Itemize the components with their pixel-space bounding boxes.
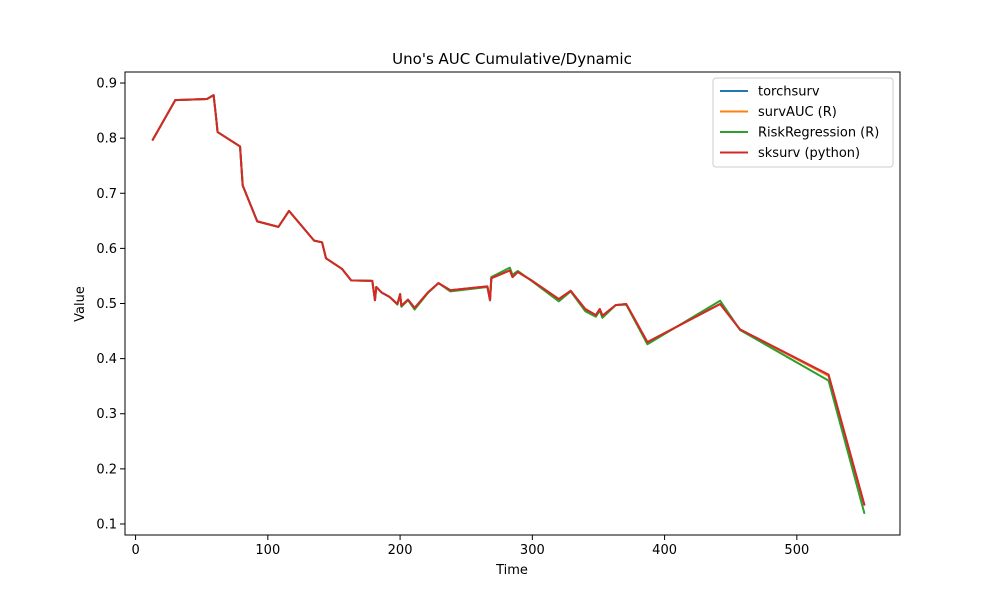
y-tick-label: 0.8	[96, 132, 117, 147]
x-tick-label: 500	[784, 543, 809, 558]
y-axis-ticks: 0.1 0.2 0.3 0.4 0.5 0.6 0.7 0.8 0.9	[96, 77, 125, 532]
legend-label: survAUC (R)	[758, 105, 837, 120]
y-tick-label: 0.1	[96, 517, 117, 532]
x-tick-label: 400	[652, 543, 677, 558]
legend-label: torchsurv	[758, 85, 820, 100]
plot-area-frame	[124, 71, 901, 536]
series-line-sksurv-python	[151, 94, 866, 506]
x-axis-label: Time	[495, 563, 528, 578]
legend: torchsurv survAUC (R) RiskRegression (R) sk…	[712, 77, 894, 168]
x-tick-label: 300	[520, 543, 545, 558]
y-tick-label: 0.2	[96, 462, 117, 477]
x-tick-label: 100	[255, 543, 280, 558]
y-tick-label: 0.5	[96, 297, 117, 312]
x-axis-ticks: 0 100 200 300 400 500	[131, 535, 809, 558]
x-tick-label: 200	[388, 543, 413, 558]
y-tick-label: 0.9	[96, 77, 117, 92]
y-axis-label: Value	[73, 286, 88, 322]
legend-box	[712, 77, 894, 168]
legend-label: sksurv (python)	[758, 146, 860, 161]
series-lines	[151, 94, 866, 514]
y-tick-label: 0.4	[96, 352, 117, 367]
x-tick-label: 0	[131, 543, 139, 558]
chart-title: Uno's AUC Cumulative/Dynamic	[392, 50, 632, 68]
y-tick-label: 0.6	[96, 242, 117, 257]
y-tick-label: 0.3	[96, 407, 117, 422]
y-tick-label: 0.7	[96, 187, 117, 202]
legend-label: RiskRegression (R)	[758, 126, 879, 141]
